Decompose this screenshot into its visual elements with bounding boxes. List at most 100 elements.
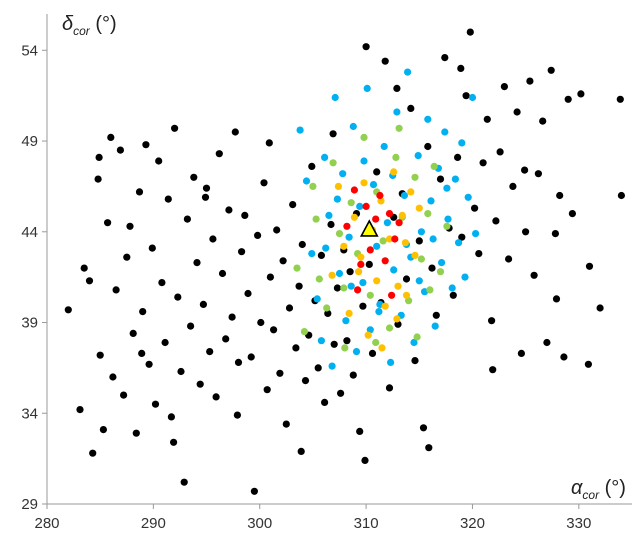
data-point-black [228,313,236,321]
data-point-black [250,487,258,495]
data-point-black [233,411,241,419]
data-point-blue [387,358,395,366]
data-point-green [385,324,394,332]
data-point-black [428,264,436,272]
data-point-green [443,222,451,230]
data-point-black [393,84,401,92]
data-point-blue [472,230,480,238]
data-point-black [327,220,335,229]
data-point-green [335,230,344,238]
data-point-black [180,478,188,486]
data-point-black [297,447,305,455]
data-point-yellow [381,302,389,310]
data-point-black [556,191,564,200]
data-point-black [254,231,262,239]
data-point-black [483,115,491,123]
data-point-green [395,124,403,132]
data-point-blue [441,128,449,136]
data-point-green [379,237,387,245]
data-point-yellow [357,253,365,261]
y-axis-unit: (°) [90,13,117,35]
data-point-green [323,304,331,312]
data-point-black [577,90,585,98]
data-point-black [193,259,201,267]
data-point-black [123,253,131,261]
data-point-black [337,389,345,397]
data-point-black [466,28,474,36]
data-points [64,28,626,495]
data-point-red [391,235,399,243]
data-point-black [488,317,496,325]
axes [46,14,632,505]
data-point-yellow [377,197,385,205]
tick-marks [42,49,580,509]
data-point-green [340,284,348,292]
data-point-black [279,257,287,265]
data-point-black [167,413,175,421]
data-point-green [436,268,445,276]
data-point-black [368,349,377,357]
data-point-black [282,420,290,428]
y-tick-label: 29 [21,496,38,513]
data-point-black [196,380,204,388]
data-point-black [263,386,271,394]
data-point-blue [438,259,446,267]
data-point-red [388,291,396,299]
data-point-black [126,222,134,230]
x-tick-label: 330 [566,515,591,532]
data-point-black [424,142,432,151]
data-point-black [530,271,538,279]
data-point-black [402,275,411,283]
data-point-blue [321,153,329,161]
data-point-black [145,360,153,368]
data-point-black [513,108,521,116]
data-point-black [260,179,268,187]
data-point-blue [322,244,330,252]
data-point-blue [366,326,374,334]
data-point-yellow [350,213,358,221]
data-point-black [76,406,84,414]
data-point-blue [308,250,316,258]
data-point-green [424,210,432,218]
data-point-black [381,57,389,65]
data-point-blue [415,277,423,285]
data-point-black [104,219,112,227]
data-point-blue [444,215,452,223]
data-point-black [492,217,500,225]
data-point-red [357,260,365,268]
data-point-black [616,95,624,103]
data-point-black [308,162,316,170]
data-point-black [407,104,415,112]
data-point-black [471,204,479,212]
data-point-blue [328,362,336,370]
data-point-black [454,153,462,161]
data-point-black [373,168,381,176]
data-point-green [309,182,317,190]
data-point-blue [429,235,437,243]
data-point-black [120,391,128,399]
data-point-blue [349,122,357,131]
data-point-black [560,353,568,361]
data-point-black [458,233,466,241]
data-point-black [218,269,227,278]
data-point-black [585,262,594,270]
tick-labels: 280 290 300 310 320 330 29 34 39 44 49 54 [21,42,591,532]
data-point-yellow [393,315,401,323]
data-point-blue [363,84,371,92]
x-axis-symbol: α [571,477,583,499]
data-point-black [109,373,117,381]
data-point-black [333,284,341,292]
data-point-black [462,92,470,100]
data-point-black [151,400,160,408]
data-point-black [164,195,172,203]
data-point-black [247,353,255,361]
data-point-yellow [385,235,394,243]
data-point-red [366,246,374,254]
data-point-yellow [345,309,353,317]
data-point-black [496,148,504,156]
data-point-black [148,244,156,252]
data-point-red [381,257,389,265]
data-point-yellow [407,188,415,196]
data-point-blue [414,152,422,160]
data-point-black [301,377,310,385]
